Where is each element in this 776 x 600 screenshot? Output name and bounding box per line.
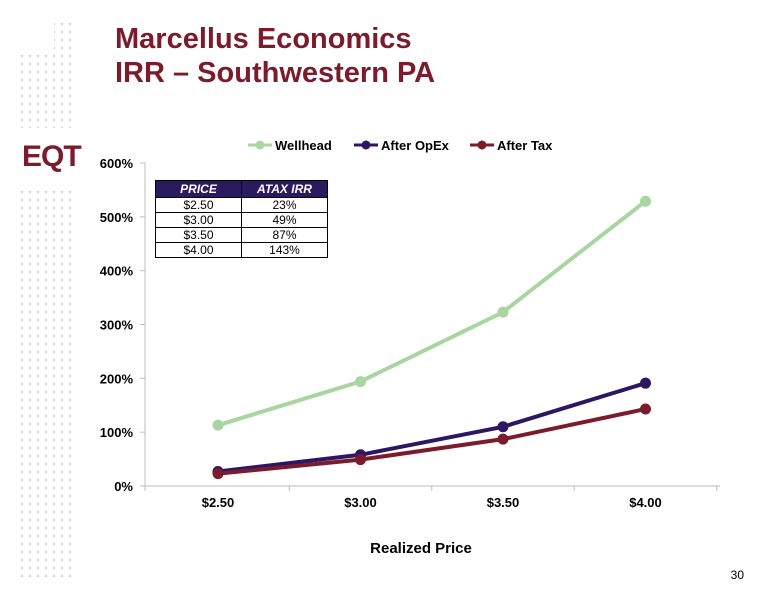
y-tick-label: 600%: [100, 156, 134, 171]
logo-backdrop: [14, 128, 84, 188]
x-axis-ticks: $2.50 $3.00 $3.50 $4.00: [144, 486, 718, 510]
table-row: $2.50 23%: [155, 197, 328, 213]
data-point: [497, 433, 509, 445]
legend-label: Wellhead: [275, 138, 332, 153]
y-tick-label: 200%: [100, 371, 134, 386]
series-line: [217, 381, 647, 474]
x-axis-label: Realized Price: [370, 540, 472, 557]
irr-table-header-row: PRICE ATAX IRR: [155, 180, 328, 198]
data-point: [355, 454, 366, 466]
data-point: [640, 377, 651, 389]
y-tick-label: 300%: [100, 318, 134, 333]
irr-cell: 143%: [241, 242, 328, 258]
price-cell: $3.50: [155, 227, 242, 243]
data-point: [212, 468, 224, 480]
eqt-logo: EQT: [22, 140, 82, 173]
data-point: [640, 195, 651, 207]
table-row: $4.00 143%: [155, 242, 328, 258]
page-number: 30: [730, 568, 744, 582]
page-title: Marcellus Economics IRR – Southwestern P…: [115, 22, 435, 90]
series-after-tax: [212, 403, 651, 480]
price-cell: $2.50: [155, 197, 242, 213]
series-after-opex: [212, 377, 651, 477]
price-cell: $3.00: [155, 212, 242, 228]
data-point: [640, 403, 651, 415]
irr-cell: 23%: [241, 197, 328, 213]
data-point: [497, 306, 509, 318]
x-tick-label: $4.00: [629, 495, 662, 510]
irr-table-header-irr: ATAX IRR: [241, 180, 328, 198]
x-tick-label: $3.50: [487, 495, 520, 510]
series-line: [217, 199, 647, 428]
price-cell: $4.00: [155, 242, 242, 258]
series-line: [217, 407, 646, 476]
y-tick-label: 100%: [100, 425, 134, 440]
title-line-1: Marcellus Economics: [115, 23, 412, 55]
data-point: [212, 419, 224, 431]
title-line-2: IRR – Southwestern PA: [115, 57, 436, 89]
y-tick-label: 400%: [100, 264, 134, 279]
chart-series: [212, 195, 651, 480]
legend-swatch-marker: [255, 140, 265, 150]
y-tick-label: 0%: [114, 479, 133, 494]
legend-label: After Tax: [497, 138, 553, 153]
legend-swatch-marker: [361, 140, 371, 150]
y-axis-ticks: 0% 100% 200% 300% 400% 500% 600%: [100, 156, 145, 494]
irr-table: PRICE ATAX IRR $2.50 23% $3.00 49% $3.50…: [155, 180, 328, 258]
chart-legend: Wellhead After OpEx After Tax: [248, 138, 553, 153]
irr-cell: 87%: [241, 227, 328, 243]
legend-label: After OpEx: [381, 138, 450, 153]
data-point: [497, 421, 509, 433]
dot-pattern-gap: [14, 14, 54, 54]
x-tick-label: $2.50: [202, 495, 235, 510]
series-wellhead: [212, 195, 651, 431]
y-tick-label: 500%: [100, 210, 134, 225]
legend-swatch-marker: [477, 140, 487, 150]
table-row: $3.00 49%: [155, 212, 328, 228]
irr-table-header-price: PRICE: [155, 180, 242, 198]
dot-pattern: [18, 20, 74, 580]
irr-cell: 49%: [241, 212, 328, 228]
x-tick-label: $3.00: [344, 495, 377, 510]
table-row: $3.50 87%: [155, 227, 328, 243]
data-point: [355, 376, 366, 388]
